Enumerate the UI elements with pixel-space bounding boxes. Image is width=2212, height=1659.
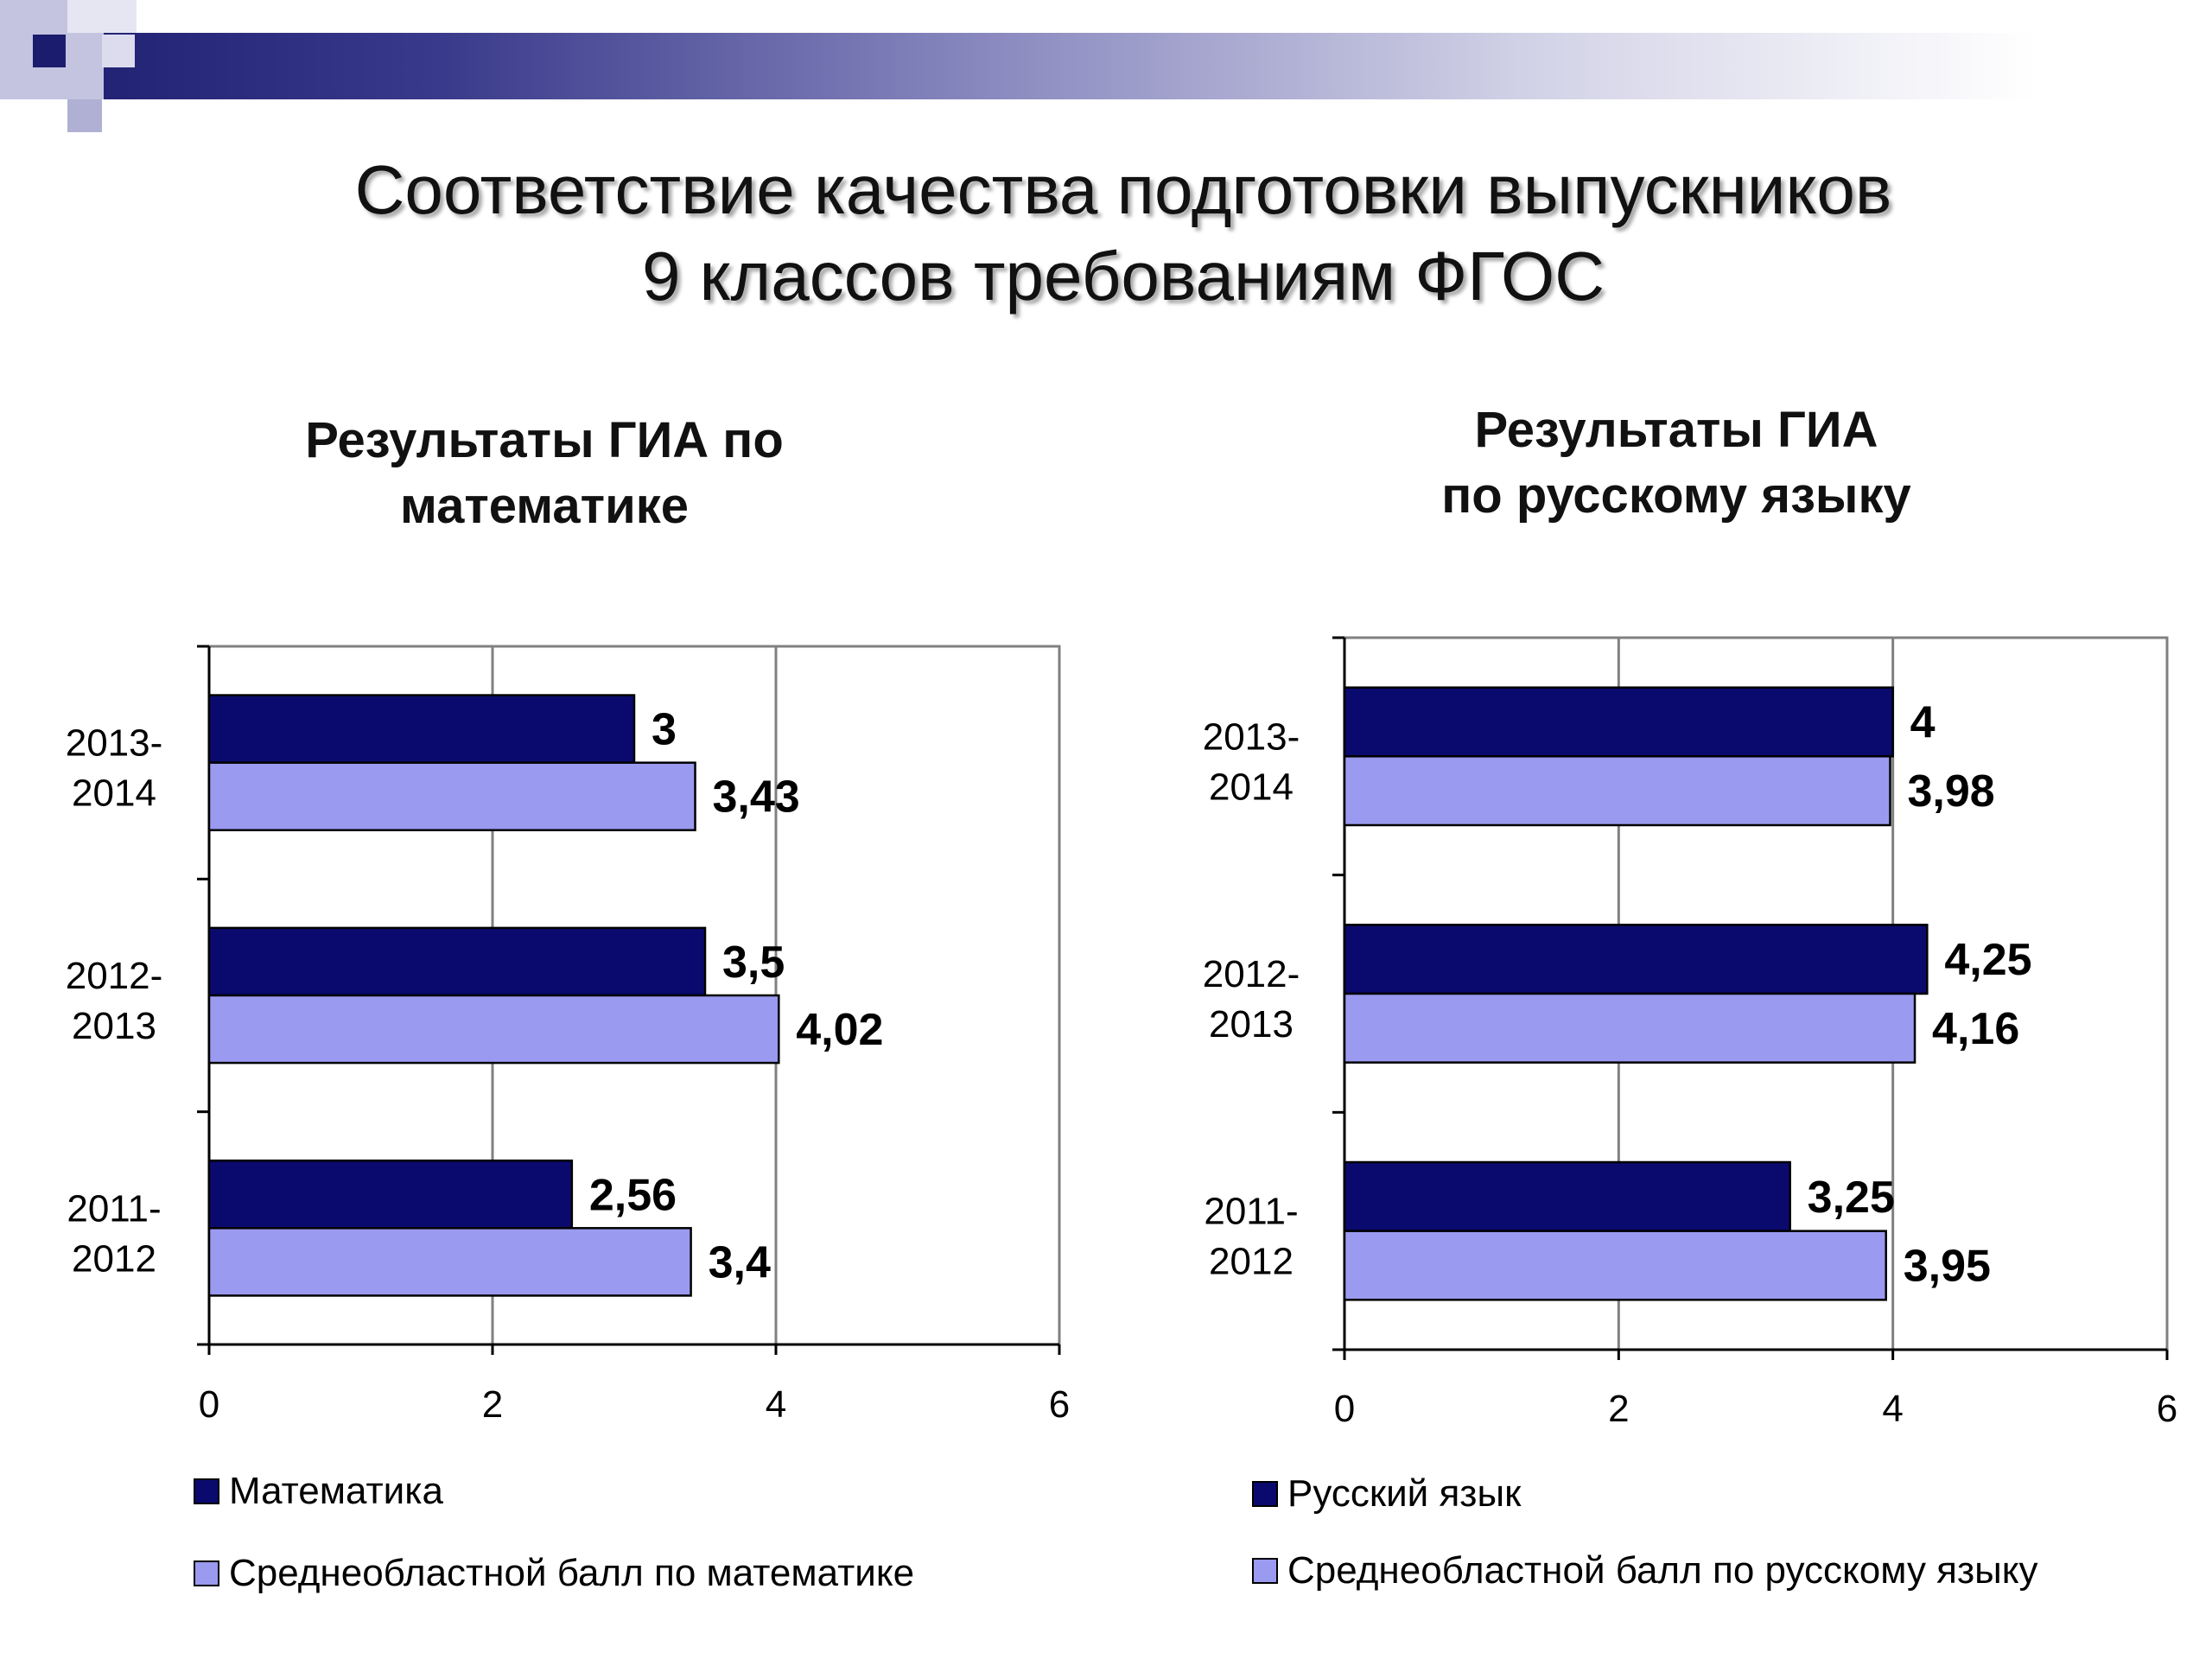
category-label: 2013 [1209, 1003, 1294, 1046]
bar-russian-s1-c0 [1343, 755, 1891, 827]
chart-title-russian-line2: по русскому языку [1441, 467, 1911, 524]
category-label: 2011- [67, 1187, 161, 1230]
banner-square-mid [67, 99, 102, 132]
x-tick-label: 4 [766, 1383, 786, 1426]
data-label: 3,25 [1808, 1173, 1895, 1223]
bar-math-s0-c1 [207, 926, 707, 997]
bar-math-s1-c1 [207, 994, 780, 1065]
x-tick-label: 0 [1334, 1388, 1355, 1430]
data-label: 4,16 [1932, 1004, 2019, 1054]
category-label: 2012- [66, 955, 163, 997]
banner-square-dark [33, 35, 66, 67]
bar-math-s1-c0 [207, 761, 696, 832]
bar-russian-s1-c2 [1343, 1230, 1887, 1301]
banner-square-pale [102, 35, 135, 67]
chart-title-math-line1: Результаты ГИА по [305, 412, 784, 468]
bar-math-s1-c2 [207, 1227, 692, 1297]
chart-russian: 0 2 4 6 2013- 2014 4 3,98 2012- 2013 4,25 4,16 2011-… [1203, 636, 2177, 1592]
legend-swatch [194, 1478, 219, 1504]
category-label: 2014 [1209, 766, 1294, 808]
data-label: 4 [1910, 698, 1936, 748]
x-tick-label: 2 [482, 1383, 503, 1426]
header-banner [0, 33, 2212, 99]
data-label: 3,43 [713, 772, 800, 823]
x-tick-label: 2 [1608, 1388, 1629, 1430]
data-label: 3,98 [1907, 766, 1994, 817]
slide-title-line2: 9 классов требованиям ФГОС [641, 238, 1605, 315]
chart-title-russian: Результаты ГИА по русскому языку [1313, 397, 2039, 529]
bar-russian-s0-c1 [1343, 924, 1929, 995]
legend-label: Математика [229, 1470, 443, 1512]
x-tick-label: 6 [1049, 1383, 1070, 1426]
x-tick-label: 6 [2157, 1388, 2177, 1430]
legend-swatch [194, 1560, 219, 1586]
category-label: 2014 [72, 772, 156, 815]
data-label: 4,25 [1944, 935, 2031, 985]
x-tick-label: 4 [1882, 1388, 1903, 1430]
category-label: 2013 [72, 1005, 156, 1047]
data-label: 4,02 [796, 1005, 883, 1055]
category-label: 2011- [1204, 1191, 1298, 1233]
banner-square-white [67, 0, 137, 33]
bar-russian-s0-c2 [1343, 1160, 1791, 1232]
bar-math-s0-c0 [207, 694, 636, 764]
legend-label: Среднеобластной балл по русскому языку [1287, 1549, 2038, 1592]
category-label: 2013- [1203, 715, 1300, 758]
category-label: 2012 [72, 1237, 156, 1280]
legend-label: Русский язык [1287, 1472, 1522, 1515]
bar-russian-s1-c1 [1343, 992, 1916, 1064]
category-label: 2012- [1203, 953, 1300, 995]
bar-math-s0-c2 [207, 1159, 574, 1230]
x-tick-label: 0 [199, 1383, 219, 1426]
chart-title-russian-line1: Результаты ГИА [1474, 402, 1878, 458]
data-label: 3,4 [709, 1237, 771, 1287]
legend-swatch [1252, 1481, 1278, 1507]
category-label: 2013- [66, 722, 163, 765]
data-label: 3,5 [722, 938, 785, 988]
chart-title-math-line2: математике [399, 478, 690, 534]
legend-swatch [1252, 1558, 1278, 1584]
chart-math: 0 2 4 6 2013- 2014 3 3,43 2012- 2013 3,54,02 2011- 2… [66, 645, 1070, 1594]
data-label: 3,95 [1904, 1241, 1991, 1291]
slide-title: Соответствие качества подготовки выпускн… [0, 147, 2212, 320]
slide-title-line1: Соответствие качества подготовки выпускн… [354, 151, 1892, 228]
data-label: 2,56 [589, 1170, 677, 1220]
data-label: 3 [652, 705, 677, 755]
category-label: 2012 [1209, 1241, 1294, 1283]
chart-title-math: Результаты ГИА по математике [181, 408, 907, 539]
legend-label: Среднеобластной балл по математике [229, 1552, 914, 1594]
bar-russian-s0-c0 [1343, 686, 1894, 758]
